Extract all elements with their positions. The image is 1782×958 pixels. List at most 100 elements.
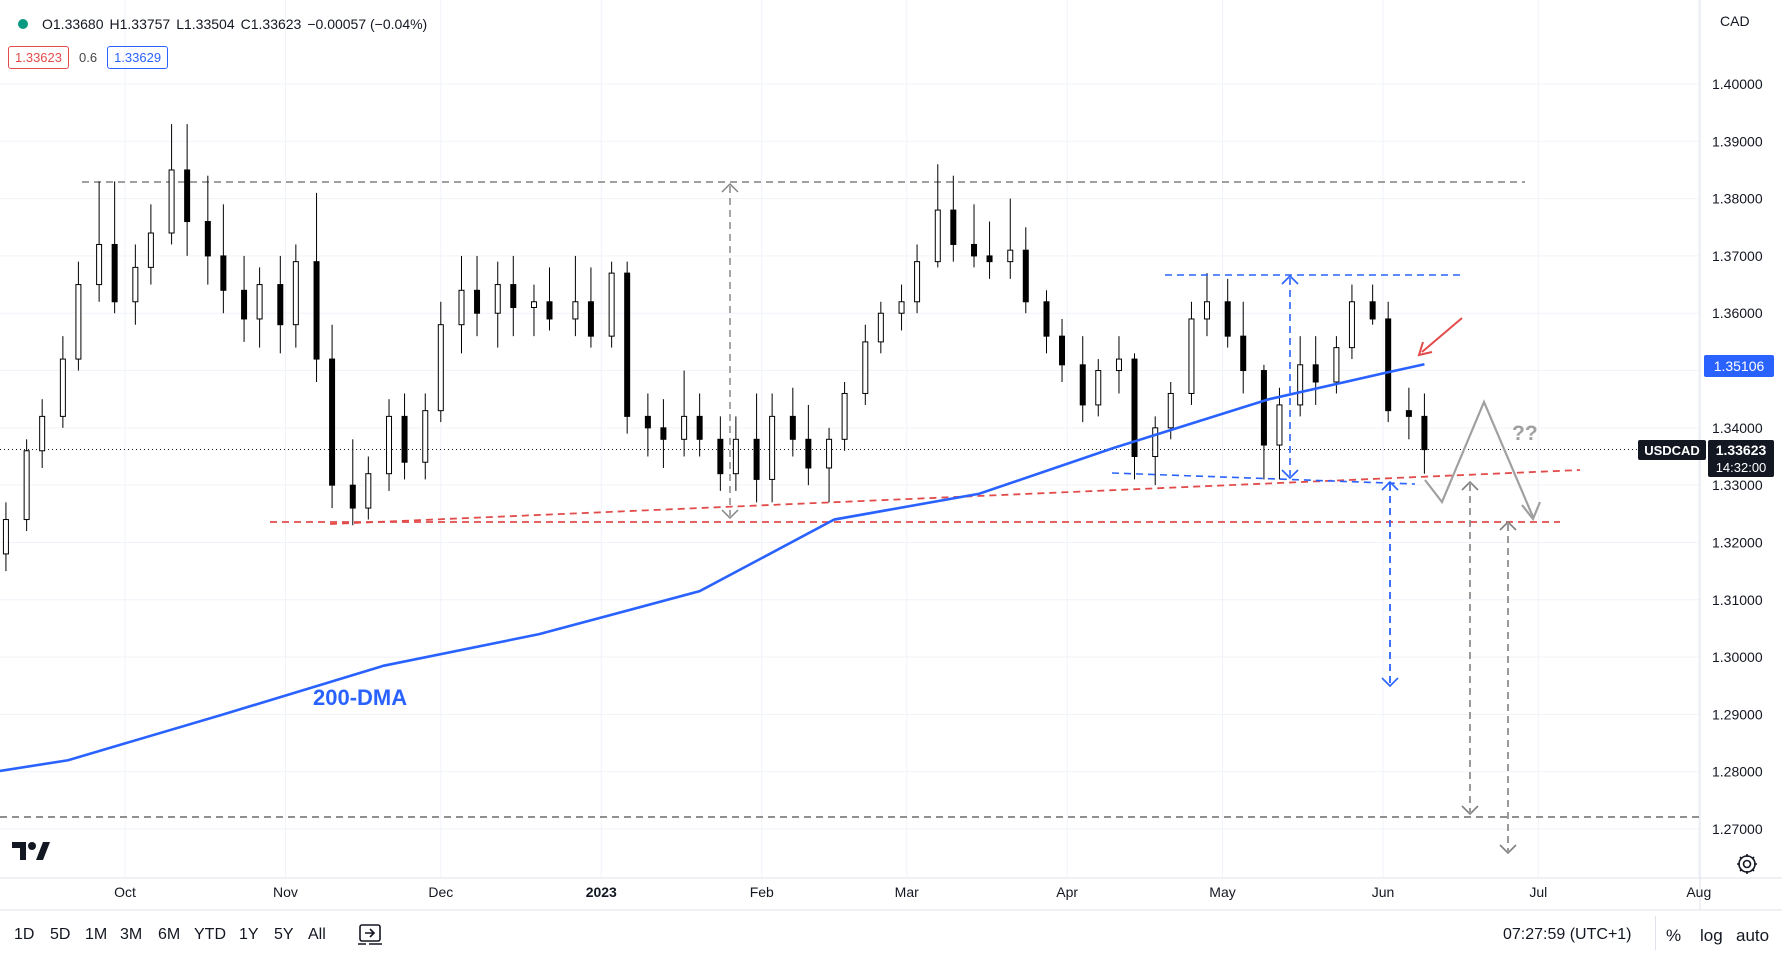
auto-toggle[interactable]: auto [1736, 926, 1770, 945]
ohlc-high: H1.33757 [109, 16, 171, 32]
candle-up [1167, 392, 1174, 429]
y-tick-label: 1.29000 [1712, 706, 1763, 722]
candle-up [168, 169, 175, 234]
countdown-tag: 14:32:00 [1716, 460, 1767, 475]
annotations-back [0, 181, 1700, 818]
candle-up [437, 324, 444, 412]
x-tick-label: Apr [1056, 884, 1078, 900]
candle-up [494, 284, 501, 314]
gear-icon[interactable] [1736, 853, 1758, 875]
candle-up [1007, 249, 1014, 263]
arrow-head [1281, 469, 1299, 480]
candle-up [681, 415, 688, 440]
candle-up [934, 209, 941, 263]
tf-1m[interactable]: 1M [85, 926, 108, 943]
chart-grid [0, 0, 1700, 878]
y-tick-label: 1.37000 [1712, 248, 1763, 264]
candle-down [329, 358, 336, 486]
x-tick-label: Mar [895, 884, 919, 900]
arrow-head [1499, 844, 1517, 855]
toolbar-separator [1655, 916, 1656, 950]
candle-up [530, 301, 537, 308]
candle-up [1348, 301, 1355, 349]
log-toggle[interactable]: log [1700, 926, 1723, 945]
y-tick-label: 1.28000 [1712, 764, 1763, 780]
y-tick-label: 1.30000 [1712, 649, 1763, 665]
tradingview-logo-icon[interactable] [12, 840, 50, 862]
x-tick-label: May [1209, 884, 1235, 900]
candle-down [1059, 335, 1066, 366]
utc-clock[interactable]: 07:27:59 (UTC+1) [1503, 926, 1632, 943]
candle-down [660, 427, 667, 440]
candle-up [1115, 358, 1122, 372]
y-tick-label: 1.31000 [1712, 592, 1763, 608]
candle-up [1203, 301, 1210, 320]
candle-down [1079, 364, 1086, 406]
candle-down [204, 221, 211, 257]
ohlc-legend: O1.33680 H1.33757 L1.33504 C1.33623 −0.0… [18, 16, 427, 32]
candle-up [422, 410, 429, 463]
candles [2, 124, 1428, 572]
ohlc-open: O1.33680 [42, 16, 104, 32]
candle-down [349, 484, 356, 509]
x-tick-label: Dec [428, 884, 453, 900]
candle-down [510, 284, 517, 309]
candle-down [805, 438, 812, 469]
candle-up [1188, 318, 1195, 394]
candle-up [1152, 427, 1159, 458]
candle-down [696, 415, 703, 440]
candle-down [1385, 318, 1392, 412]
candle-up [256, 284, 263, 320]
candle-down [1240, 335, 1247, 372]
tf-1d[interactable]: 1D [14, 926, 35, 943]
candle-up [1276, 404, 1283, 446]
time-axis[interactable]: Oct Nov Dec 2023 Feb Mar Apr May Jun Jul Aug [0, 877, 1782, 911]
tf-1y[interactable]: 1Y [239, 926, 259, 943]
candle-up [75, 284, 82, 360]
candle-down [474, 289, 481, 314]
arrow-head [1381, 677, 1399, 688]
x-tick-label: 2023 [586, 884, 617, 900]
candle-up [572, 301, 579, 320]
candle-down [1260, 370, 1267, 446]
candle-up [914, 261, 921, 303]
tf-3m[interactable]: 3M [120, 926, 143, 943]
y-tick-label: 1.36000 [1712, 305, 1763, 321]
ma-name-label: 200-DMA [313, 685, 407, 710]
tf-5d[interactable]: 5D [50, 926, 71, 943]
price-tag: 1.33623 [1716, 442, 1767, 458]
candle-up [826, 438, 833, 469]
tf-5y[interactable]: 5Y [274, 926, 294, 943]
replay-icon[interactable] [357, 922, 383, 946]
candle-down [1369, 301, 1376, 320]
candle-down [1131, 358, 1138, 458]
candle-down [587, 301, 594, 337]
x-tick-label: Nov [273, 884, 298, 900]
candle-up [23, 450, 30, 521]
x-tick-label: Feb [750, 884, 774, 900]
ask-button[interactable]: 1.33629 [107, 46, 169, 69]
ma-value-tag-bg [1704, 355, 1774, 377]
candle-down [184, 169, 191, 223]
tf-ytd[interactable]: YTD [194, 926, 226, 943]
annotations-front [1111, 274, 1542, 855]
x-tick-label: Aug [1686, 884, 1711, 900]
question-label: ?? [1512, 422, 1538, 445]
candle-down [1043, 301, 1050, 337]
x-tick-label: Oct [114, 884, 136, 900]
candle-up [365, 473, 372, 509]
y-tick-label: 1.38000 [1712, 191, 1763, 207]
tf-6m[interactable]: 6M [158, 926, 181, 943]
arrow-head [1461, 805, 1479, 816]
currency-label[interactable]: CAD [1720, 13, 1750, 29]
percent-toggle[interactable]: % [1666, 926, 1682, 945]
y-tick-label: 1.34000 [1712, 420, 1763, 436]
candle-down [986, 255, 993, 263]
tf-all[interactable]: All [308, 926, 326, 943]
arrow-head [1281, 274, 1299, 285]
y-tick-label: 1.33000 [1712, 477, 1763, 493]
bid-button[interactable]: 1.33623 [8, 46, 69, 69]
candle-up [1095, 370, 1102, 406]
candle-up [458, 289, 465, 326]
